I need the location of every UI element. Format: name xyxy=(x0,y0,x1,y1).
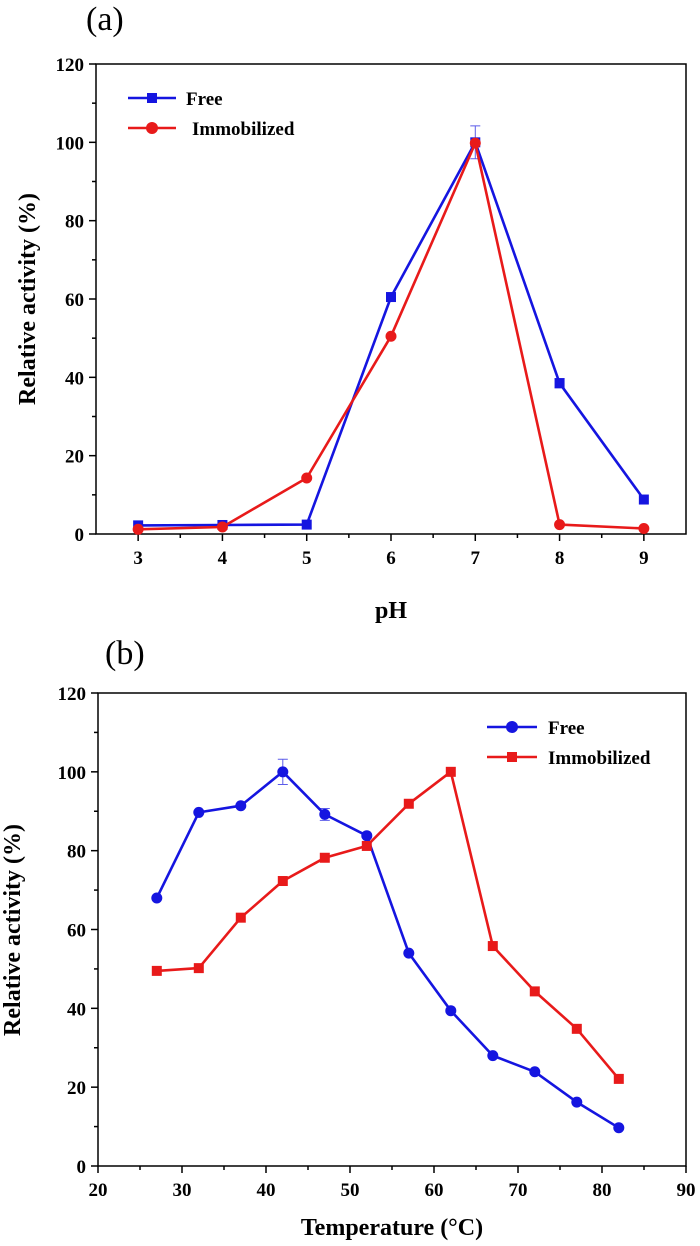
panel-a-y-tick-label: 60 xyxy=(65,290,84,311)
panel-a-data-point-immobilized xyxy=(638,523,650,535)
panel-b-x-tick-label: 70 xyxy=(509,1180,528,1201)
panel-a-x-tick-label: 7 xyxy=(471,548,481,569)
panel-b-data-point-free xyxy=(235,800,247,812)
panel-a-data-point-free xyxy=(386,292,396,303)
panel-a-data-point-free xyxy=(554,378,565,389)
panel-b-y-tick-label: 100 xyxy=(58,763,87,784)
panel-b-data-point-immobilized xyxy=(571,1023,582,1034)
panel-a-legend-label-free: Free xyxy=(186,89,223,110)
panel-b-data-point-free xyxy=(277,766,289,778)
panel-a-data-point-immobilized xyxy=(132,523,144,535)
panel-b-legend-label-immobilized: Immobilized xyxy=(548,748,651,769)
panel-b-x-tick-label: 80 xyxy=(593,1180,612,1201)
panel-a-x-tick-label: 3 xyxy=(133,548,143,569)
panel-b-y-tick-label: 20 xyxy=(67,1078,86,1099)
panel-a-data-point-immobilized xyxy=(554,519,566,531)
panel-b-data-point-immobilized xyxy=(319,852,330,863)
panel-b-data-point-free xyxy=(571,1096,583,1108)
panel-a-x-axis-title: pH xyxy=(375,598,407,624)
panel-b-data-point-immobilized xyxy=(487,941,498,952)
panel-b-x-tick-label: 90 xyxy=(677,1180,696,1201)
panel-a-data-point-immobilized xyxy=(385,330,397,342)
panel-a-y-tick-label: 20 xyxy=(65,447,84,468)
panel-b-data-point-free xyxy=(403,947,415,959)
panel-b-data-point-immobilized xyxy=(613,1073,624,1084)
panel-b-x-axis-title: Temperature (°C) xyxy=(301,1215,483,1241)
panel-b-x-tick-label: 30 xyxy=(173,1180,192,1201)
panel-b-x-tick-label: 40 xyxy=(257,1180,276,1201)
panel-a-data-point-immobilized xyxy=(216,521,228,533)
panel-a-data-point-free xyxy=(638,494,649,505)
panel-a-y-tick-label: 40 xyxy=(65,368,84,389)
panel-b-x-tick-label: 50 xyxy=(341,1180,360,1201)
panel-a-data-point-immobilized xyxy=(469,137,481,149)
panel-a-y-tick-label: 100 xyxy=(56,133,85,154)
panel-a-label: (a) xyxy=(86,1,124,38)
panel-a-legend-marker-free xyxy=(147,93,157,103)
panel-b-data-point-immobilized xyxy=(361,840,372,851)
panel-b-data-point-immobilized xyxy=(403,798,414,809)
panel-b-x-tick-label: 20 xyxy=(89,1180,108,1201)
panel-b-x-tick-label: 60 xyxy=(425,1180,444,1201)
panel-a-x-tick-label: 5 xyxy=(302,548,312,569)
panel-a-x-tick-label: 6 xyxy=(386,548,396,569)
panel-b-data-point-immobilized xyxy=(193,963,204,974)
panel-a-legend-label-immobilized: Immobilized xyxy=(192,119,295,140)
panel-a-y-axis-title: Relative activity (%) xyxy=(15,193,41,405)
panel-a-x-tick-label: 4 xyxy=(218,548,228,569)
panel-b-data-point-immobilized xyxy=(235,912,246,923)
panel-b-legend: Free Immobilized xyxy=(487,718,651,769)
panel-b-data-point-immobilized xyxy=(445,766,456,777)
panel-a-legend: Free Immobilized xyxy=(128,89,295,140)
panel-b-data-point-immobilized xyxy=(277,876,288,887)
panel-b-data-point-immobilized xyxy=(151,965,162,976)
panel-a-y-tick-label: 0 xyxy=(75,525,85,546)
panel-b-legend-label-free: Free xyxy=(548,718,585,739)
panel-b-data-point-free xyxy=(361,830,373,842)
panel-b-y-tick-label: 40 xyxy=(67,999,86,1020)
panel-a-x-tick-label: 8 xyxy=(555,548,565,569)
panel-b-legend-marker-free xyxy=(506,721,518,733)
panel-a-chart: (a) 3 4 5 6 7 8 9 0 20 40 60 80 100 120 pH Relative a… xyxy=(15,1,687,624)
panel-b-data-point-free xyxy=(319,808,331,820)
panel-a-y-tick-label: 80 xyxy=(65,212,84,233)
panel-b-data-point-free xyxy=(151,892,163,904)
panel-a-data-point-immobilized xyxy=(301,472,313,484)
panel-b-data-point-immobilized xyxy=(529,986,540,997)
panel-b-label: (b) xyxy=(105,635,145,672)
panel-b-series-line-free xyxy=(155,770,620,1129)
panel-b-y-tick-label: 120 xyxy=(58,684,87,705)
panel-b-data-point-free xyxy=(445,1005,457,1017)
panel-a-legend-marker-immobilized xyxy=(146,122,158,134)
panel-b-data-point-free xyxy=(529,1066,541,1078)
panel-b-data-point-free xyxy=(613,1122,625,1134)
panel-a-x-tick-label: 9 xyxy=(639,548,649,569)
panel-b-series-line-immobilized xyxy=(156,770,620,1080)
panel-b-y-axis-title: Relative activity (%) xyxy=(0,824,26,1036)
panel-b-legend-marker-immobilized xyxy=(507,752,517,762)
panel-b-data-point-free xyxy=(193,806,205,818)
panel-b-y-tick-label: 60 xyxy=(67,921,86,942)
panel-b-y-tick-label: 80 xyxy=(67,842,86,863)
panel-b-data-point-free xyxy=(487,1050,499,1062)
panel-a-y-tick-label: 120 xyxy=(56,55,85,76)
panel-a-data-point-free xyxy=(301,519,312,530)
panel-b-y-tick-label: 0 xyxy=(77,1157,87,1178)
